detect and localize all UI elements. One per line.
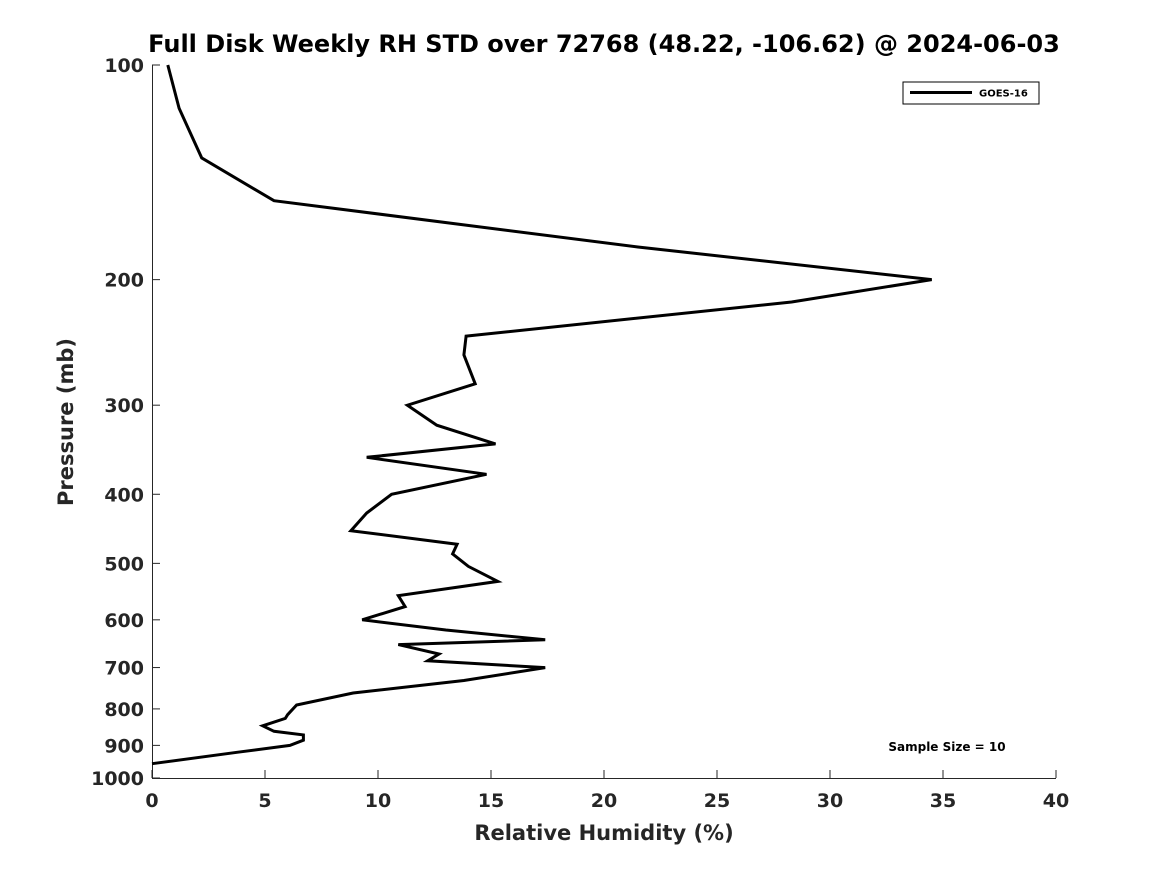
x-tick-label: 5 bbox=[258, 790, 271, 812]
x-tick-label: 30 bbox=[817, 790, 843, 812]
x-tick-label: 25 bbox=[704, 790, 730, 812]
legend: GOES-16 bbox=[902, 81, 1040, 105]
sample-size-annotation: Sample Size = 10 bbox=[888, 740, 1005, 754]
series-group bbox=[151, 64, 932, 766]
y-tick-label: 1000 bbox=[91, 768, 144, 790]
y-tick-label: 100 bbox=[104, 55, 144, 77]
y-tick-label: 800 bbox=[104, 699, 144, 721]
y-tick-label: 300 bbox=[104, 395, 144, 417]
x-tick-label: 15 bbox=[478, 790, 504, 812]
y-tick-label: 600 bbox=[104, 610, 144, 632]
x-tick-label: 10 bbox=[365, 790, 391, 812]
y-tick-label: 700 bbox=[104, 658, 144, 680]
x-tick-label: 35 bbox=[930, 790, 956, 812]
y-tick-label: 900 bbox=[104, 735, 144, 757]
series-line-goes-16 bbox=[151, 64, 932, 766]
legend-label: GOES-16 bbox=[979, 89, 1028, 100]
y-axis-label: Pressure (mb) bbox=[54, 338, 78, 506]
chart-title: Full Disk Weekly RH STD over 72768 (48.2… bbox=[148, 30, 1060, 58]
y-tick-label: 200 bbox=[104, 270, 144, 292]
x-axis-label: Relative Humidity (%) bbox=[474, 821, 733, 845]
x-tick-label: 40 bbox=[1043, 790, 1069, 812]
axes: 0 5 10 15 20 25 30 35 40 100 200 300 400 500 600 700 80… bbox=[91, 55, 1069, 812]
y-tick-label: 400 bbox=[104, 484, 144, 506]
x-tick-label: 0 bbox=[145, 790, 158, 812]
y-tick-label: 500 bbox=[104, 553, 144, 575]
x-tick-label: 20 bbox=[591, 790, 617, 812]
y-ticks: 100 200 300 400 500 600 700 800 900 1000 bbox=[91, 55, 160, 790]
x-ticks: 0 5 10 15 20 25 30 35 40 bbox=[145, 770, 1069, 812]
